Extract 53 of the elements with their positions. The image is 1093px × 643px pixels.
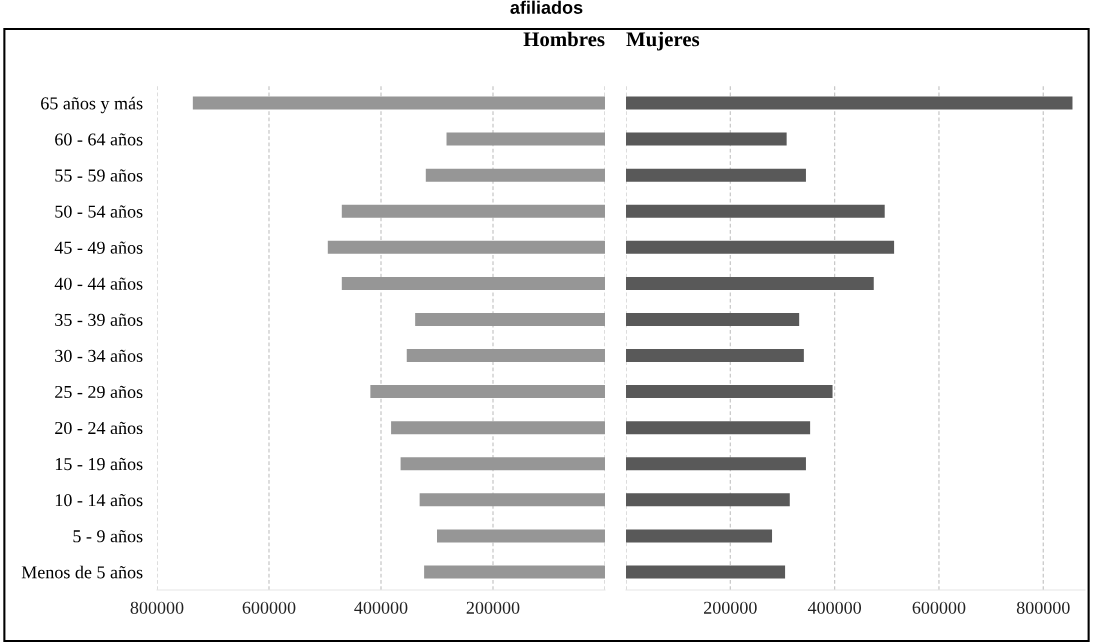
bar xyxy=(626,276,874,290)
bar xyxy=(415,312,605,326)
bar xyxy=(626,132,787,146)
y-tick-label: 35 - 39 años xyxy=(55,313,143,326)
bar xyxy=(446,132,605,146)
y-tick-label: 5 - 9 años xyxy=(73,529,143,543)
bar xyxy=(626,421,811,435)
x-tick-label: 800000 xyxy=(130,601,184,614)
bar xyxy=(406,349,605,363)
text: afiliados xyxy=(510,0,583,14)
bar xyxy=(419,493,605,507)
bar xyxy=(626,312,800,326)
bar xyxy=(626,240,895,254)
bar xyxy=(626,204,885,218)
chart-title: Mujeres xyxy=(626,31,700,51)
y-tick-label: 50 - 54 años xyxy=(55,205,143,218)
bar xyxy=(626,493,790,507)
bar xyxy=(192,96,605,110)
y-tick-label: 60 - 64 años xyxy=(55,133,143,146)
bar xyxy=(626,349,804,363)
bar xyxy=(370,385,605,399)
x-tick-label: 600000 xyxy=(242,601,296,614)
y-tick-label: 45 - 49 años xyxy=(54,241,143,254)
y-tick-label: 65 años y más xyxy=(41,96,143,114)
bar xyxy=(400,457,605,471)
y-tick-label: 25 - 29 años xyxy=(55,385,143,399)
x-tick-label: 600000 xyxy=(912,601,966,614)
y-tick-label: Menos de 5 años xyxy=(21,565,143,579)
bar xyxy=(626,529,773,543)
chart-title: Hombres xyxy=(523,31,605,47)
bar xyxy=(626,385,833,399)
bar xyxy=(626,565,786,579)
bar xyxy=(327,240,605,254)
bar xyxy=(437,529,605,543)
bar xyxy=(626,96,1073,110)
bar xyxy=(391,421,605,435)
bar xyxy=(626,168,806,182)
y-tick-label: 10 - 14 años xyxy=(55,493,143,507)
y-tick-label: 55 - 59 años xyxy=(55,169,143,182)
bar xyxy=(626,457,806,471)
x-tick-label: 800000 xyxy=(1016,601,1070,614)
bar xyxy=(341,276,605,290)
bar xyxy=(425,168,605,182)
x-tick-label: 200000 xyxy=(704,601,757,614)
x-tick-label: 200000 xyxy=(466,601,520,614)
bar xyxy=(424,565,605,579)
bar xyxy=(341,204,605,218)
y-tick-label: 30 - 34 años xyxy=(55,349,143,362)
x-tick-label: 400000 xyxy=(807,601,862,614)
y-tick-label: 20 - 24 años xyxy=(55,421,143,435)
y-tick-label: 40 - 44 años xyxy=(54,277,143,290)
y-tick-label: 15 - 19 años xyxy=(55,457,143,471)
x-tick-label: 400000 xyxy=(354,601,408,614)
